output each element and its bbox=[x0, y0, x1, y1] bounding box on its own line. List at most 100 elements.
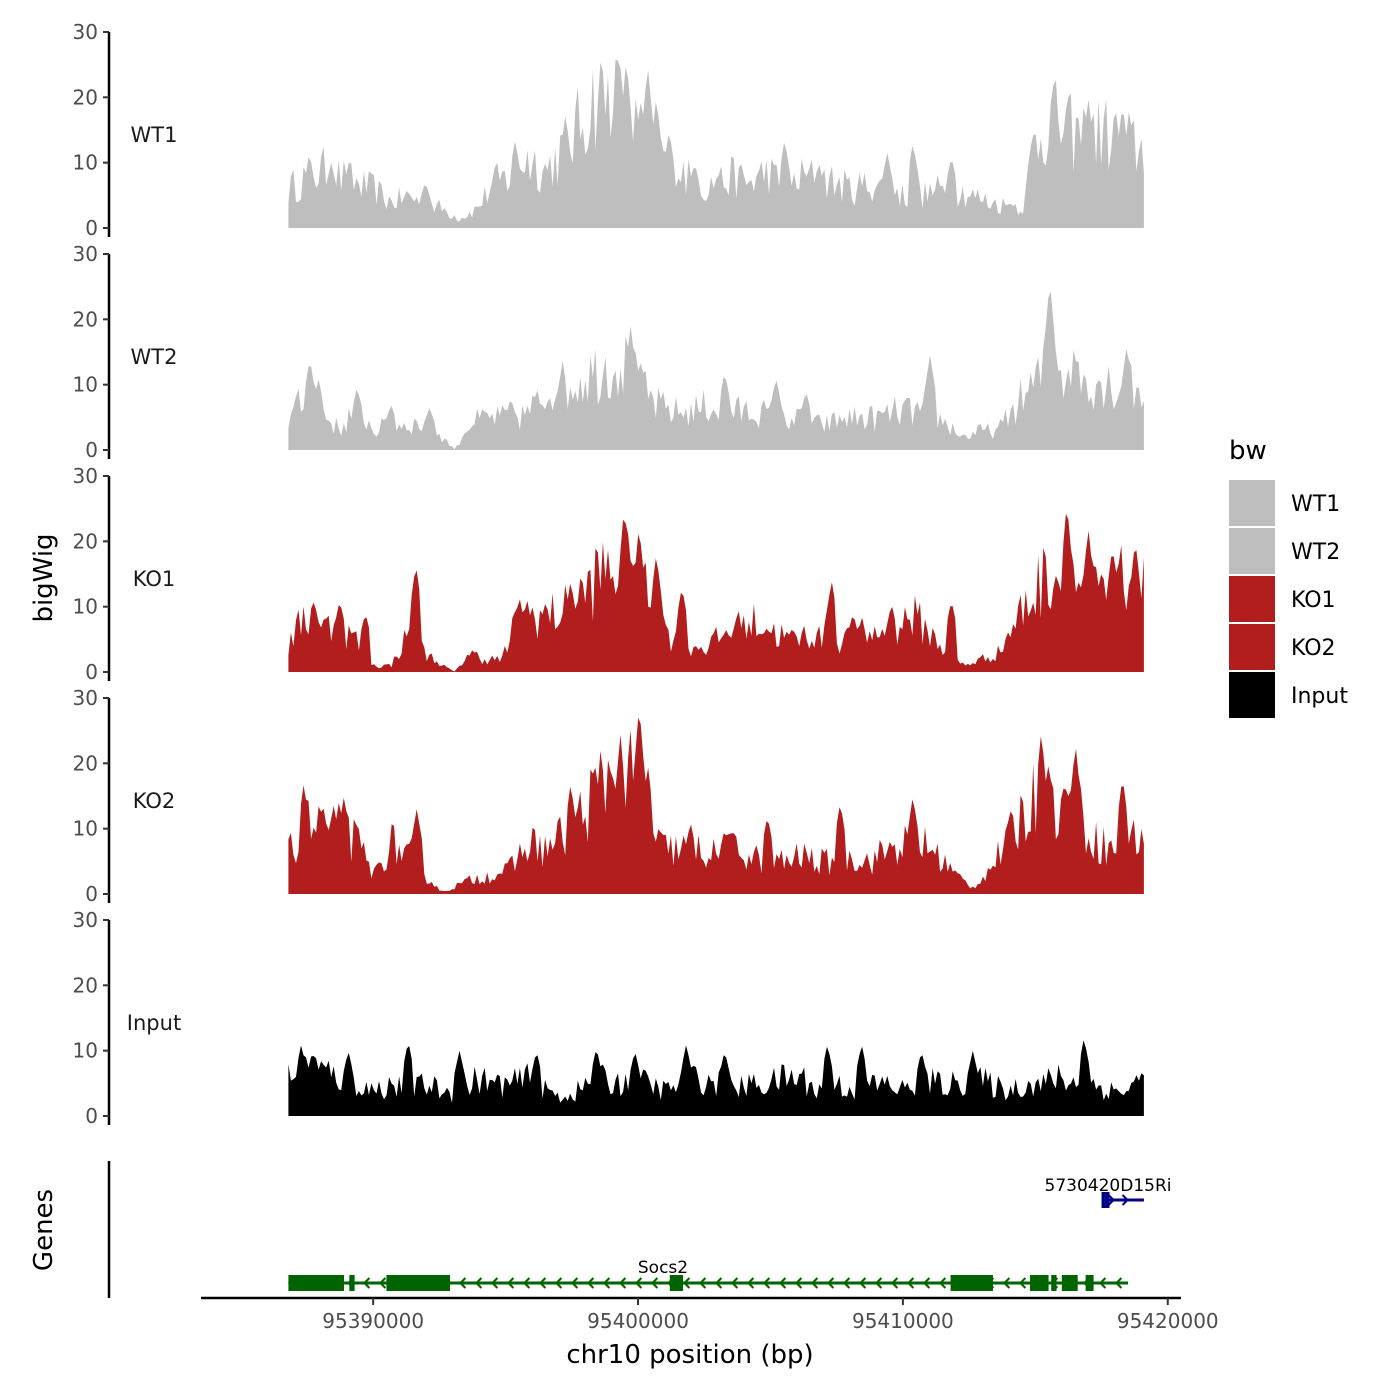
strand-arrow bbox=[1114, 1277, 1123, 1289]
strand-arrow bbox=[858, 1277, 867, 1289]
strand-arrow bbox=[618, 1277, 627, 1289]
legend-label: KO1 bbox=[1291, 588, 1336, 613]
gene-exon bbox=[950, 1275, 993, 1291]
strand-arrow bbox=[730, 1277, 739, 1289]
strand-arrow bbox=[1121, 1194, 1129, 1206]
strand-arrow bbox=[698, 1277, 707, 1289]
strand-arrow bbox=[458, 1277, 467, 1289]
y-tick-label: 20 bbox=[73, 751, 98, 775]
strand-arrow bbox=[842, 1277, 851, 1289]
x-tick-label: 95390000 bbox=[322, 1309, 424, 1333]
track-input: 0 10 20 30 Input bbox=[73, 908, 1144, 1128]
strand-arrow bbox=[714, 1277, 723, 1289]
y-tick-label: 0 bbox=[85, 216, 98, 240]
track-ko1: 0 10 20 30 KO1 bbox=[73, 464, 1144, 684]
strand-arrow bbox=[554, 1277, 563, 1289]
x-tick-label: 95400000 bbox=[587, 1309, 689, 1333]
x-axis-title: chr10 position (bp) bbox=[566, 1340, 813, 1370]
strand-arrow bbox=[938, 1277, 947, 1289]
gene-exon bbox=[288, 1275, 345, 1291]
strand-arrow bbox=[362, 1277, 371, 1289]
legend-label: WT2 bbox=[1291, 540, 1340, 565]
gene-exon bbox=[669, 1275, 684, 1291]
y-tick-label: 0 bbox=[85, 882, 98, 906]
y-tick-label: 10 bbox=[73, 817, 98, 841]
y-tick-label: 20 bbox=[73, 85, 98, 109]
strand-arrow bbox=[506, 1277, 515, 1289]
y-tick-label: 10 bbox=[73, 595, 98, 619]
gene-5730420d15rik: 5730420D15Ri bbox=[1045, 1176, 1172, 1208]
strand-arrow bbox=[1018, 1277, 1027, 1289]
strand-arrow bbox=[522, 1277, 531, 1289]
gene-track: Socs2 5730420D15Ri bbox=[107, 1161, 1172, 1298]
strand-arrow bbox=[682, 1277, 691, 1289]
strand-arrow bbox=[570, 1277, 579, 1289]
strand-arrow bbox=[650, 1277, 659, 1289]
gene-exon bbox=[1061, 1275, 1078, 1291]
legend-title: bw bbox=[1229, 436, 1267, 466]
legend: bw WT1 WT2 KO1 KO2 Input bbox=[1229, 436, 1348, 718]
track-label: Input bbox=[127, 1011, 181, 1035]
gene-exon bbox=[1085, 1275, 1094, 1291]
track-label: KO1 bbox=[133, 567, 176, 591]
signal-area-ko1 bbox=[288, 513, 1144, 672]
legend-key-wt1 bbox=[1229, 480, 1275, 526]
gene-exon bbox=[386, 1275, 450, 1291]
gene-label: 5730420D15Ri bbox=[1045, 1176, 1172, 1196]
x-tick-label: 95410000 bbox=[852, 1309, 954, 1333]
y-tick-label: 20 bbox=[73, 529, 98, 553]
strand-arrow bbox=[474, 1277, 483, 1289]
strand-arrow bbox=[538, 1277, 547, 1289]
strand-arrow bbox=[1107, 1194, 1115, 1206]
strand-arrow bbox=[586, 1277, 595, 1289]
strand-arrow bbox=[378, 1277, 387, 1289]
legend-label: Input bbox=[1291, 684, 1348, 709]
y-tick-label: 10 bbox=[73, 1039, 98, 1063]
legend-key-wt2 bbox=[1229, 528, 1275, 574]
genes-axis-title: Genes bbox=[29, 1189, 59, 1271]
legend-key-input bbox=[1229, 672, 1275, 718]
x-axis: 95390000 95400000 95410000 95420000 bbox=[201, 1296, 1219, 1333]
strand-arrow bbox=[890, 1277, 899, 1289]
y-tick-label: 0 bbox=[85, 438, 98, 462]
track-label: WT2 bbox=[131, 345, 178, 369]
y-tick-label: 30 bbox=[73, 20, 98, 44]
y-tick-label: 10 bbox=[73, 151, 98, 175]
track-label: WT1 bbox=[131, 123, 178, 147]
strand-arrow bbox=[778, 1277, 787, 1289]
legend-key-ko1 bbox=[1229, 576, 1275, 622]
gene-exon bbox=[1051, 1275, 1057, 1291]
legend-label: KO2 bbox=[1291, 636, 1336, 661]
x-tick-label: 95420000 bbox=[1117, 1309, 1219, 1333]
strand-arrow bbox=[874, 1277, 883, 1289]
y-tick-label: 0 bbox=[85, 1104, 98, 1128]
legend-label: WT1 bbox=[1291, 492, 1340, 517]
signal-area-wt2 bbox=[288, 291, 1144, 450]
gene-socs2: Socs2 bbox=[288, 1258, 1129, 1291]
strand-arrow bbox=[634, 1277, 643, 1289]
y-axis-title: bigWig bbox=[29, 533, 59, 622]
y-tick-label: 20 bbox=[73, 307, 98, 331]
track-label: KO2 bbox=[133, 789, 176, 813]
gene-exon bbox=[1030, 1275, 1049, 1291]
y-tick-label: 30 bbox=[73, 464, 98, 488]
gene-label: Socs2 bbox=[638, 1258, 688, 1278]
signal-area-ko2 bbox=[288, 717, 1144, 894]
strand-arrow bbox=[1002, 1277, 1011, 1289]
y-tick-label: 10 bbox=[73, 373, 98, 397]
gene-exon bbox=[349, 1275, 355, 1291]
strand-arrow bbox=[746, 1277, 755, 1289]
y-tick-label: 0 bbox=[85, 660, 98, 684]
y-tick-label: 30 bbox=[73, 908, 98, 932]
legend-key-ko2 bbox=[1229, 624, 1275, 670]
strand-arrow bbox=[794, 1277, 803, 1289]
y-tick-label: 20 bbox=[73, 973, 98, 997]
strand-arrow bbox=[1098, 1277, 1107, 1289]
track-wt2: 0 10 20 30 WT2 bbox=[73, 242, 1144, 462]
strand-arrow bbox=[762, 1277, 771, 1289]
strand-arrow bbox=[810, 1277, 819, 1289]
strand-arrow bbox=[602, 1277, 611, 1289]
gene-exon bbox=[1101, 1192, 1110, 1208]
y-tick-label: 30 bbox=[73, 242, 98, 266]
